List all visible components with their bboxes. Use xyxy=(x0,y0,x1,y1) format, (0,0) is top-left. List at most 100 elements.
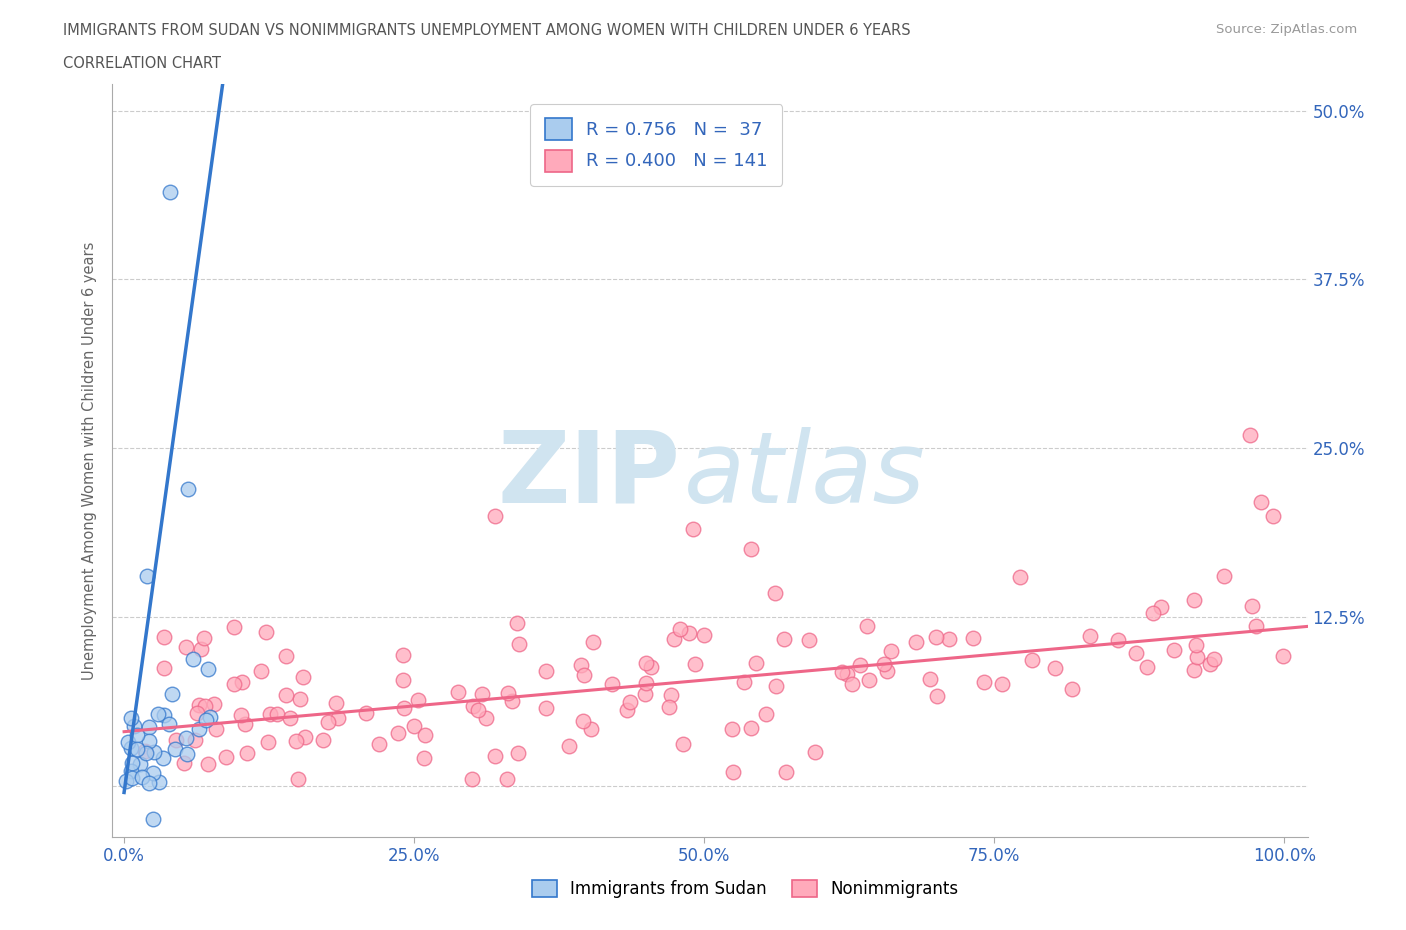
Point xyxy=(214,750,236,764)
Point xyxy=(391,648,413,663)
Point xyxy=(202,697,225,711)
Point xyxy=(129,757,152,772)
Point xyxy=(176,747,198,762)
Point xyxy=(534,700,557,715)
Point xyxy=(879,644,901,658)
Point xyxy=(131,769,153,784)
Point xyxy=(484,509,506,524)
Point xyxy=(193,631,215,645)
Point xyxy=(669,622,692,637)
Point xyxy=(1271,648,1294,663)
Point xyxy=(325,696,347,711)
Point xyxy=(474,711,496,725)
Point xyxy=(876,664,898,679)
Point xyxy=(194,712,217,727)
Point xyxy=(678,625,700,640)
Point xyxy=(143,744,166,759)
Point xyxy=(142,765,165,780)
Point xyxy=(1182,592,1205,607)
Point xyxy=(1185,650,1208,665)
Point xyxy=(1043,660,1066,675)
Point xyxy=(1125,646,1147,661)
Point xyxy=(152,708,174,723)
Point xyxy=(496,772,519,787)
Point xyxy=(284,734,307,749)
Point xyxy=(463,698,485,713)
Point xyxy=(184,732,207,747)
Point xyxy=(619,695,641,710)
Point xyxy=(356,706,378,721)
Point xyxy=(120,711,142,725)
Point xyxy=(174,730,197,745)
Point xyxy=(187,698,209,712)
Point xyxy=(1246,618,1268,633)
Point xyxy=(135,746,157,761)
Point xyxy=(534,664,557,679)
Point xyxy=(938,632,960,647)
Point xyxy=(658,699,681,714)
Point xyxy=(198,710,221,724)
Point xyxy=(115,774,138,789)
Point xyxy=(173,755,195,770)
Point xyxy=(572,668,595,683)
Point xyxy=(148,775,170,790)
Point xyxy=(406,692,429,707)
Point xyxy=(387,725,409,740)
Point xyxy=(763,586,786,601)
Point xyxy=(153,630,176,644)
Point xyxy=(136,569,159,584)
Point xyxy=(581,722,603,737)
Point xyxy=(1182,662,1205,677)
Point xyxy=(157,716,180,731)
Point xyxy=(291,669,314,684)
Point xyxy=(773,631,796,646)
Point xyxy=(190,642,212,657)
Point xyxy=(672,737,695,751)
Point xyxy=(326,711,349,725)
Point xyxy=(721,722,744,737)
Point xyxy=(569,658,592,673)
Point xyxy=(1261,509,1284,524)
Point xyxy=(159,184,181,199)
Point xyxy=(925,688,948,703)
Point xyxy=(1163,643,1185,658)
Point xyxy=(682,522,704,537)
Point xyxy=(368,737,391,751)
Point xyxy=(1204,651,1226,666)
Point xyxy=(205,722,228,737)
Point xyxy=(683,657,706,671)
Point xyxy=(120,764,142,778)
Point xyxy=(837,666,859,681)
Point xyxy=(616,703,638,718)
Point xyxy=(1021,653,1043,668)
Point xyxy=(266,707,288,722)
Point xyxy=(636,656,658,671)
Point xyxy=(287,772,309,787)
Point xyxy=(146,707,169,722)
Point xyxy=(1239,427,1261,442)
Point xyxy=(841,677,863,692)
Point xyxy=(831,664,853,679)
Point xyxy=(194,698,217,713)
Point xyxy=(231,708,253,723)
Point xyxy=(461,772,484,787)
Point xyxy=(733,674,755,689)
Point xyxy=(693,628,716,643)
Point xyxy=(165,733,187,748)
Point xyxy=(471,686,494,701)
Point xyxy=(634,675,657,690)
Point xyxy=(775,764,797,779)
Point xyxy=(125,741,148,756)
Point xyxy=(316,714,339,729)
Point xyxy=(1212,568,1234,583)
Point xyxy=(413,751,436,765)
Text: CORRELATION CHART: CORRELATION CHART xyxy=(63,56,221,71)
Point xyxy=(197,756,219,771)
Point xyxy=(1078,629,1101,644)
Point xyxy=(121,756,143,771)
Point xyxy=(661,688,683,703)
Text: IMMIGRANTS FROM SUDAN VS NONIMMIGRANTS UNEMPLOYMENT AMONG WOMEN WITH CHILDREN UN: IMMIGRANTS FROM SUDAN VS NONIMMIGRANTS U… xyxy=(63,23,911,38)
Point xyxy=(765,678,787,693)
Text: Source: ZipAtlas.com: Source: ZipAtlas.com xyxy=(1216,23,1357,36)
Point xyxy=(177,481,200,496)
